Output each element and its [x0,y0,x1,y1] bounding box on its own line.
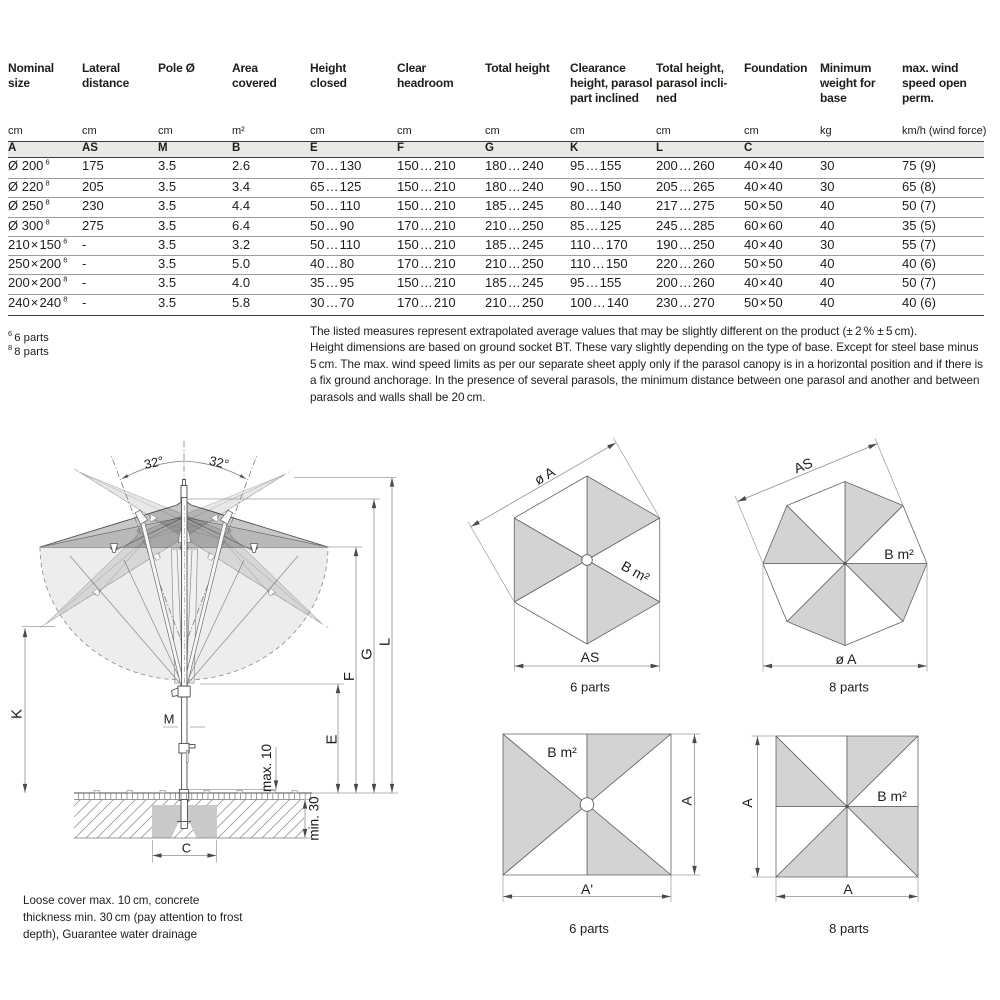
svg-text:L: L [377,638,394,646]
svg-text:8 parts: 8 parts [829,921,869,936]
svg-text:A: A [739,798,755,808]
svg-text:6 parts: 6 parts [570,680,610,695]
svg-text:E: E [324,734,341,744]
svg-text:ø A: ø A [531,463,558,488]
svg-text:min. 30: min. 30 [307,796,322,840]
svg-text:B m²: B m² [884,546,914,562]
svg-text:thickness min. 30 cm (pay atte: thickness min. 30 cm (pay attention to f… [23,911,243,924]
svg-text:max. 10: max. 10 [259,744,274,792]
svg-text:M: M [164,712,175,727]
svg-text:F: F [341,672,358,681]
svg-text:B m²: B m² [547,744,577,760]
svg-text:8 parts: 8 parts [829,680,869,695]
svg-text:32°: 32° [143,453,166,472]
svg-text:ø A: ø A [835,651,857,667]
svg-text:depth), Guarantee water draina: depth), Guarantee water drainage [23,928,197,941]
svg-text:6 parts: 6 parts [569,921,609,936]
svg-text:32°: 32° [208,453,231,472]
svg-text:B m²: B m² [877,788,907,804]
svg-text:A: A [843,881,853,897]
svg-text:AS: AS [791,454,814,476]
svg-text:A: A [679,796,695,806]
svg-text:A': A' [581,881,593,897]
svg-text:AS: AS [581,649,600,665]
svg-text:C: C [182,841,191,856]
svg-text:G: G [359,648,376,660]
svg-text:K: K [9,709,26,719]
svg-text:Loose cover max. 10 cm, concre: Loose cover max. 10 cm, concrete [23,894,199,907]
